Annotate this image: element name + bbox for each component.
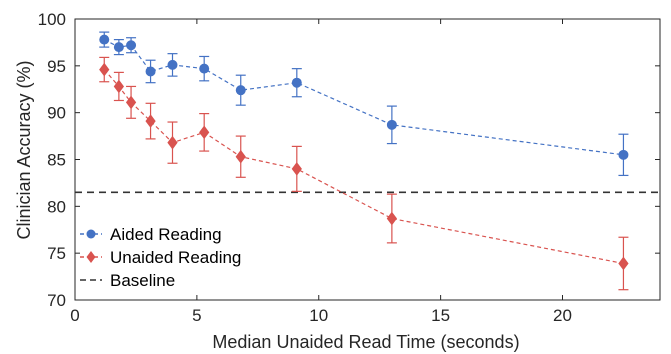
- data-point: [167, 59, 178, 70]
- data-point: [386, 119, 397, 130]
- legend-item-aided: Aided Reading: [80, 225, 222, 244]
- data-point: [386, 211, 397, 226]
- y-tick-label: 80: [47, 197, 66, 216]
- data-point: [126, 40, 137, 51]
- legend-aided-label: Aided Reading: [110, 225, 222, 244]
- ticks-layer: 0 5 10 15 20 70 75 80 85 90 95 100: [38, 10, 660, 325]
- legend-item-baseline: Baseline: [80, 271, 175, 290]
- y-tick-label: 75: [47, 244, 66, 263]
- x-tick-label: 20: [553, 306, 572, 325]
- data-point: [99, 62, 110, 77]
- y-tick-label: 95: [47, 57, 66, 76]
- series-unaided: [99, 56, 629, 291]
- data-point: [291, 162, 302, 176]
- data-point: [99, 34, 110, 45]
- legend-unaided-swatch-marker: [86, 251, 96, 263]
- data-point: [167, 135, 178, 150]
- series-layer: [99, 31, 629, 291]
- data-point: [618, 256, 629, 271]
- data-point: [113, 42, 124, 53]
- x-tick-label: 10: [309, 306, 328, 325]
- series-line: [103, 69, 624, 265]
- y-tick-label: 85: [47, 151, 66, 170]
- y-tick-label: 70: [47, 291, 66, 310]
- data-point: [235, 85, 246, 96]
- legend-unaided-label: Unaided Reading: [110, 248, 241, 267]
- data-point: [199, 125, 210, 140]
- data-point: [145, 66, 156, 77]
- series-aided: [99, 31, 629, 177]
- x-tick-label: 5: [192, 306, 201, 325]
- y-axis-title: Clinician Accuracy (%): [14, 60, 34, 239]
- legend-item-unaided: Unaided Reading: [80, 248, 241, 267]
- y-tick-label: 100: [38, 10, 66, 29]
- legend-aided-swatch-marker: [86, 229, 96, 239]
- x-axis-title: Median Unaided Read Time (seconds): [212, 332, 519, 352]
- data-point: [618, 149, 629, 160]
- data-point: [199, 63, 210, 74]
- x-tick-label: 15: [431, 306, 450, 325]
- x-tick-label: 0: [70, 306, 79, 325]
- data-point: [113, 79, 124, 94]
- data-point: [145, 114, 156, 128]
- data-point: [291, 77, 302, 88]
- legend-baseline-label: Baseline: [110, 271, 175, 290]
- y-tick-label: 90: [47, 104, 66, 123]
- data-point: [235, 149, 246, 164]
- series-line: [103, 39, 624, 156]
- data-point: [125, 95, 137, 110]
- legend: Aided Reading Unaided Reading Baseline: [80, 225, 241, 290]
